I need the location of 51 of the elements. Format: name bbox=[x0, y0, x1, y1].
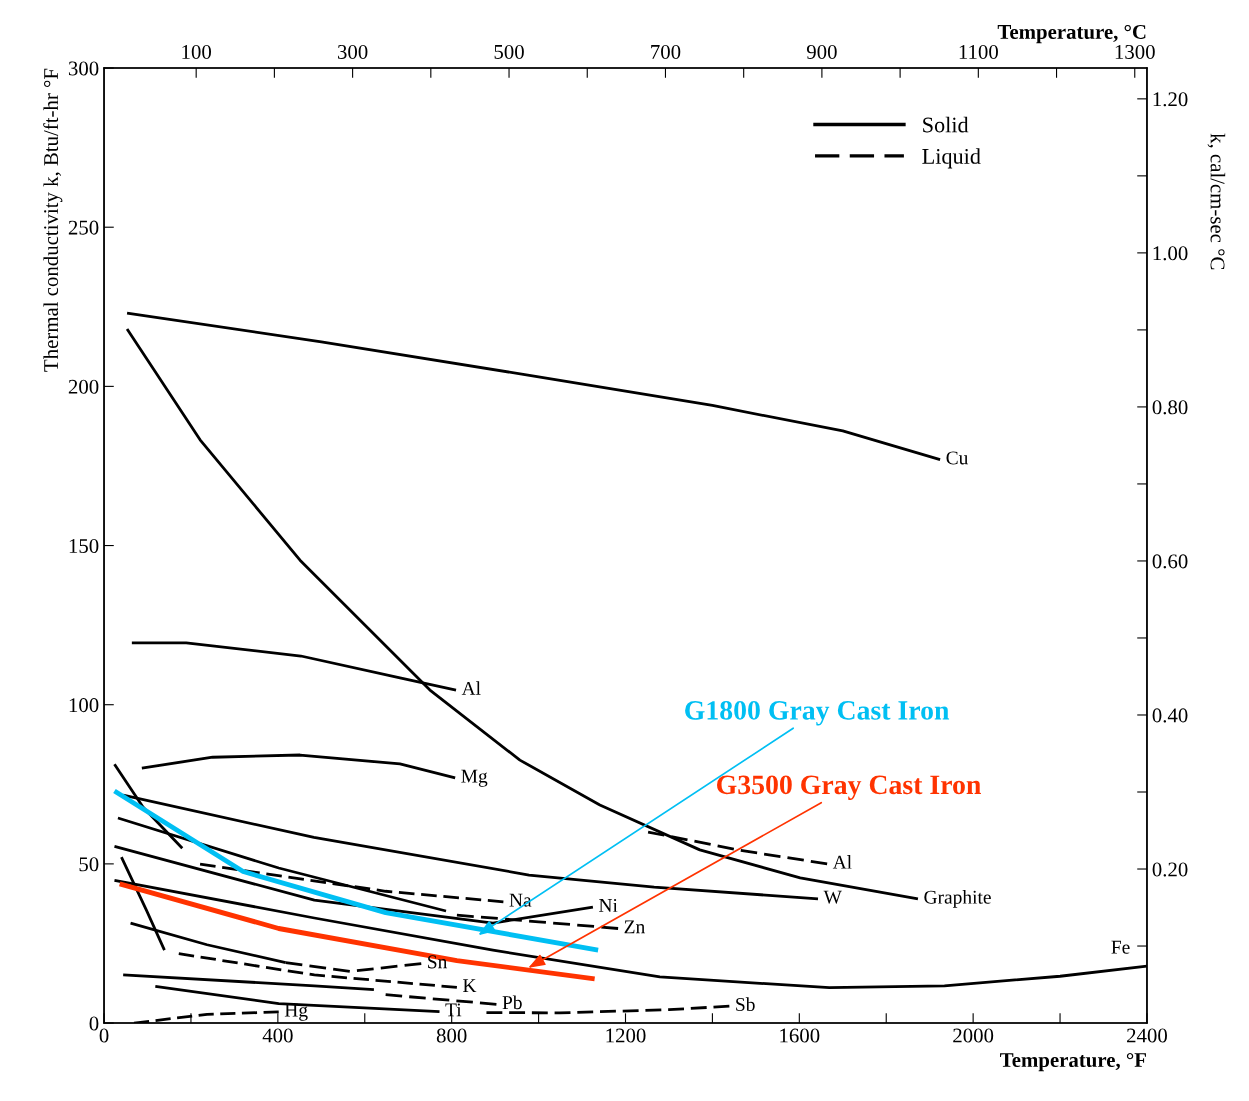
x2-tick-label: 300 bbox=[337, 44, 368, 59]
y-tick-label: 150 bbox=[69, 538, 99, 553]
x-tick-label: 400 bbox=[262, 1028, 293, 1043]
y2-tick-label: 0.60 bbox=[1152, 554, 1188, 569]
series-label: Sn bbox=[428, 955, 448, 969]
series-label: Pb bbox=[502, 995, 522, 1010]
y-tick-label: 50 bbox=[79, 857, 99, 872]
x-tick-label: 1200 bbox=[606, 1028, 646, 1043]
y-tick-label: 300 bbox=[68, 61, 99, 76]
series-label: Al bbox=[832, 855, 852, 869]
x2-tick-label: 500 bbox=[494, 44, 524, 59]
series-label: W bbox=[823, 890, 842, 904]
x2-tick-label: 1300 bbox=[1115, 44, 1155, 59]
y2-tick-label: 1.20 bbox=[1153, 92, 1188, 107]
y-tick-label: 200 bbox=[68, 379, 99, 394]
annotation: G1800 Gray Cast Iron bbox=[685, 701, 950, 726]
y-tick-label: 0 bbox=[89, 1016, 99, 1031]
y-tick-label: 250 bbox=[68, 220, 99, 235]
y2-tick-label: 0.20 bbox=[1152, 862, 1188, 877]
series-label: Zn bbox=[624, 920, 645, 934]
x2-axis-title: Temperature, °C bbox=[997, 24, 1146, 44]
y-axis-title: Thermal conductivity k, Btu/ft-hr °F bbox=[43, 68, 63, 372]
series-label: Cu bbox=[946, 451, 969, 465]
x-tick-label: 1600 bbox=[780, 1028, 820, 1043]
x-tick-label: 2400 bbox=[1127, 1028, 1167, 1043]
y2-axis-title: k, cal/cm-sec °C bbox=[1207, 133, 1226, 270]
x2-tick-label: 700 bbox=[651, 44, 681, 59]
x-tick-label: 0 bbox=[99, 1028, 109, 1043]
annotation: G3500 Gray Cast Iron bbox=[717, 775, 981, 800]
series-label: Hg bbox=[284, 1003, 308, 1021]
series-label: Ti bbox=[445, 1003, 462, 1017]
x2-tick-label: 900 bbox=[806, 44, 837, 59]
x-tick-label: 800 bbox=[436, 1028, 467, 1043]
series-label: Mg bbox=[461, 769, 488, 787]
series-label: Graphite bbox=[924, 890, 991, 908]
series-label: Na bbox=[509, 893, 532, 907]
y-tick-label: 100 bbox=[69, 698, 99, 713]
series-label: Sb bbox=[736, 997, 755, 1012]
series-label: Ni bbox=[599, 898, 618, 912]
y2-tick-label: 1.00 bbox=[1153, 246, 1188, 261]
x-tick-label: 2000 bbox=[953, 1028, 994, 1043]
legend-label: Solid bbox=[923, 116, 969, 133]
legend-label: Liquid bbox=[922, 148, 981, 169]
series-label: Al bbox=[461, 681, 481, 695]
x-axis-title: Temperature, °F bbox=[1000, 1052, 1146, 1072]
y2-tick-label: 0.80 bbox=[1152, 400, 1188, 415]
y2-tick-label: 0.40 bbox=[1152, 708, 1188, 723]
x2-tick-label: 100 bbox=[182, 44, 212, 59]
x2-tick-label: 1100 bbox=[959, 44, 998, 59]
series-label: Fe bbox=[1111, 940, 1130, 954]
series-label: K bbox=[463, 979, 477, 993]
